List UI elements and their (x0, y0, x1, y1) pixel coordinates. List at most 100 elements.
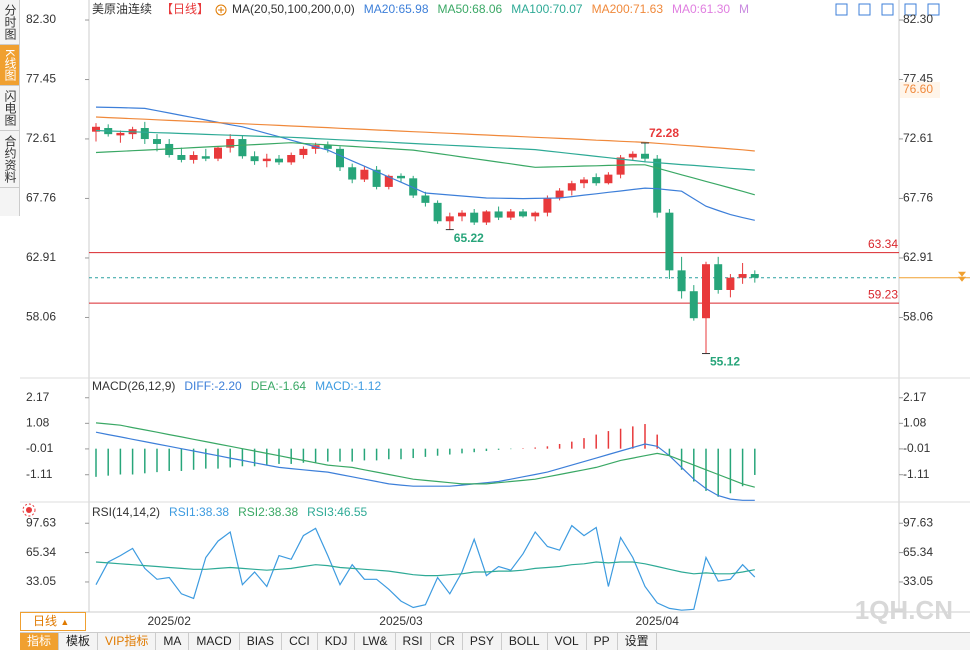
candle-body (470, 212, 479, 223)
candle-body (750, 274, 759, 278)
candle-body (299, 148, 308, 156)
toolbar-item[interactable]: MACD (189, 633, 240, 650)
price-line-label: 63.34 (868, 237, 898, 251)
candle-body (592, 177, 601, 184)
candle-body (628, 153, 637, 158)
candle-body (275, 158, 283, 163)
candle-body (519, 211, 527, 217)
price-tag-label: 76.60 (903, 82, 933, 96)
toolbar-item[interactable]: PSY (463, 633, 502, 650)
candle-body (153, 139, 161, 144)
toolbar-item[interactable]: CR (431, 633, 463, 650)
candle-body (482, 211, 491, 223)
candle-body (689, 291, 698, 319)
candle-body (397, 175, 405, 179)
toolbar-item[interactable]: 设置 (618, 633, 657, 650)
sidebar-tab[interactable]: 分时图 (0, 0, 19, 45)
toolbar-item[interactable]: PP (587, 633, 618, 650)
annotation-label: 65.22 (454, 231, 484, 245)
y-tick-label: 2.17 (26, 390, 50, 404)
candle-body (543, 197, 552, 213)
toolbar-item[interactable]: 模板 (59, 633, 99, 650)
series-line (95, 431, 755, 501)
toolbar-item[interactable]: CCI (282, 633, 318, 650)
settings-icon[interactable] (22, 503, 36, 517)
candle-body (238, 139, 247, 157)
watermark: 1QH.CN (855, 595, 953, 625)
candle-body (433, 202, 442, 222)
add-icon[interactable] (215, 4, 227, 16)
icon[interactable] (22, 503, 36, 517)
candle-body (262, 158, 271, 162)
y-tick-label: 58.06 (26, 310, 56, 324)
icon[interactable] (835, 3, 848, 16)
price-line-label: 59.23 (868, 287, 898, 301)
y-tick-label: 67.76 (26, 191, 56, 205)
period-box[interactable]: 日线 ▲ (20, 612, 86, 631)
legend-label: MA20:65.98 (364, 2, 429, 16)
toolbar-item[interactable]: BOLL (502, 633, 548, 650)
legend-label: DIFF:-2.20 (184, 379, 242, 393)
legend-label: MA100:70.07 (511, 2, 583, 16)
icon[interactable] (904, 3, 917, 16)
candle-body (336, 148, 344, 168)
y-tick-label: 67.76 (903, 191, 933, 205)
candle-body (360, 169, 369, 180)
y-tick-label: 1.08 (903, 415, 927, 429)
sidebar: 分时图 K线图 闪电图 合约资料 (0, 0, 20, 216)
toolbar-item[interactable]: BIAS (240, 633, 283, 650)
last-price-marker (958, 271, 966, 282)
sidebar-tab[interactable]: K线图 (0, 45, 19, 87)
sidebar-tab[interactable]: 合约资料 (0, 131, 19, 189)
y-tick-label: 65.34 (26, 545, 56, 559)
toolbar-item[interactable]: VOL (548, 633, 587, 650)
candle-body (616, 157, 625, 175)
x-tick-label: 2025/02 (148, 614, 192, 628)
y-tick-label: 97.63 (903, 515, 933, 529)
legend-label: MA0:61.30 (672, 2, 730, 16)
candle-body (445, 216, 454, 222)
candle-body (140, 128, 149, 140)
icon[interactable] (26, 507, 32, 513)
y-tick-label: 77.45 (26, 72, 56, 86)
background (20, 0, 970, 632)
toolbar-item[interactable]: RSI (396, 633, 431, 650)
x-tick-label: 2025/04 (636, 614, 680, 628)
y-tick-label: 33.05 (903, 574, 933, 588)
icon[interactable] (927, 3, 940, 16)
y-tick-label: 82.30 (903, 12, 933, 26)
annotation-label: 55.12 (710, 355, 740, 369)
y-tick-label: 62.91 (903, 250, 933, 264)
toolbar-item[interactable]: 指标 (20, 633, 60, 650)
toolbar-item[interactable]: VIP指标 (98, 633, 157, 650)
candle-body (665, 212, 674, 271)
legend-label: RSI1:38.38 (169, 505, 229, 519)
y-tick-label: 2.17 (903, 390, 927, 404)
toolbar-icons[interactable] (835, 3, 940, 16)
icon (218, 7, 225, 13)
candle-body (506, 211, 515, 218)
candle-body (250, 156, 259, 162)
candle-body (726, 277, 735, 290)
candle-body (458, 212, 466, 217)
candle-body (531, 212, 540, 217)
price-tag (900, 81, 940, 98)
icon (215, 4, 227, 16)
sidebar-tab[interactable]: 闪电图 (0, 86, 19, 132)
toolbar-item[interactable]: KDJ (318, 633, 356, 650)
icon[interactable] (881, 3, 894, 16)
series-line (95, 561, 755, 577)
y-tick-label: 33.05 (26, 574, 56, 588)
series-line (95, 142, 755, 196)
toolbar-item[interactable]: LW& (355, 633, 396, 650)
candle-body (323, 145, 332, 149)
candle-body (494, 211, 503, 218)
icon[interactable] (858, 3, 871, 16)
y-tick-label: -1.11 (903, 467, 930, 481)
candle-body (372, 169, 381, 187)
candle-body (702, 264, 710, 319)
y-tick-label: 72.61 (26, 131, 56, 145)
toolbar-item[interactable]: MA (156, 633, 190, 650)
candle-body (201, 156, 210, 159)
